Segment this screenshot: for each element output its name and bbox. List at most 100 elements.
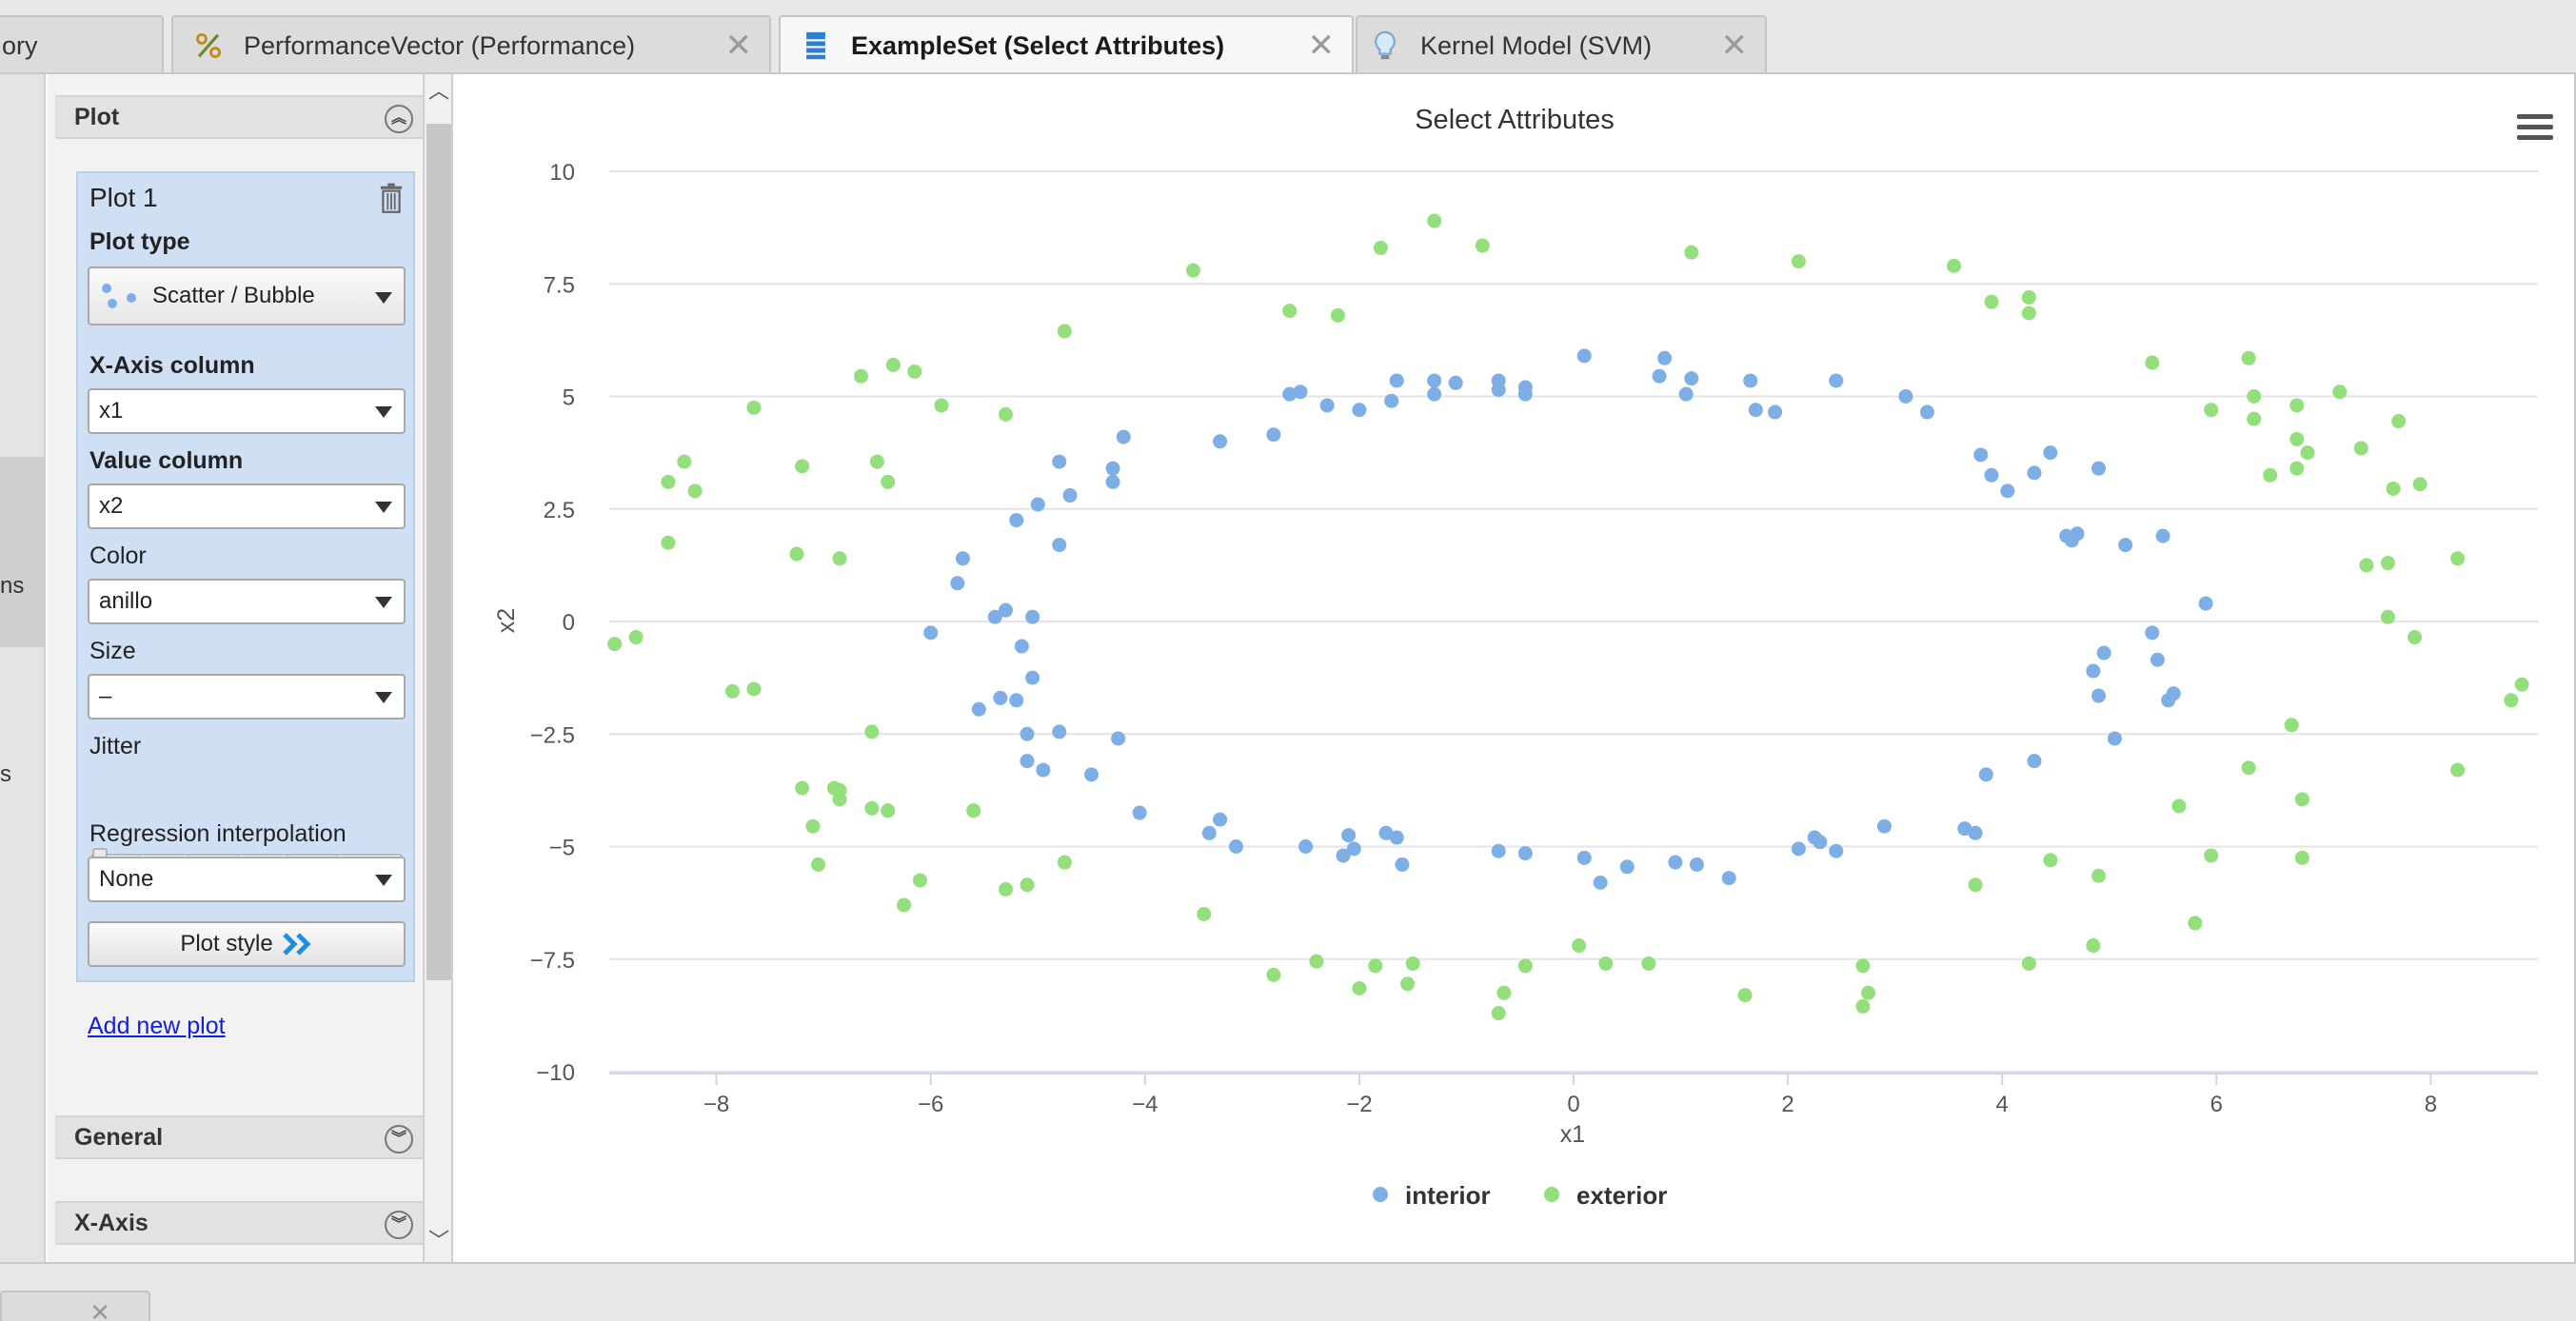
data-point-exterior[interactable] [795,459,810,474]
data-point-exterior[interactable] [2204,848,2219,863]
data-point-exterior[interactable] [2514,677,2529,692]
data-point-exterior[interactable] [2241,760,2256,776]
data-point-exterior[interactable] [1855,998,1871,1014]
legend-marker[interactable] [1373,1187,1388,1202]
data-point-exterior[interactable] [2391,414,2407,429]
data-point-exterior[interactable] [1491,1006,1506,1021]
data-point-exterior[interactable] [2171,799,2187,814]
data-point-interior[interactable] [1491,843,1506,858]
data-point-exterior[interactable] [1598,956,1614,971]
data-point-exterior[interactable] [1057,855,1072,870]
plot-section-header[interactable]: Plot ︽ [55,95,423,139]
value-column-dropdown[interactable]: x2 [88,483,406,529]
data-point-exterior[interactable] [2294,850,2309,865]
data-point-exterior[interactable] [789,546,804,562]
data-point-exterior[interactable] [1352,980,1367,996]
data-point-exterior[interactable] [810,857,825,872]
data-point-interior[interactable] [2027,754,2042,769]
regression-dropdown[interactable]: None [88,857,406,902]
data-point-exterior[interactable] [881,474,896,489]
data-point-interior[interactable] [1448,375,1463,390]
data-point-interior[interactable] [1829,843,1844,858]
data-point-exterior[interactable] [1791,254,1806,269]
data-point-interior[interactable] [1389,830,1404,845]
data-point-interior[interactable] [2198,596,2213,611]
tab-kernel-model[interactable]: Kernel Model (SVM) ✕ [1356,15,1767,74]
data-point-interior[interactable] [1352,403,1367,418]
data-point-exterior[interactable] [864,800,880,816]
tab-performance-vector[interactable]: PerformanceVector (Performance) ✕ [171,15,771,74]
tab-exampleset[interactable]: ExampleSet (Select Attributes) ✕ [779,15,1354,74]
data-point-interior[interactable] [2086,663,2101,679]
data-point-interior[interactable] [1973,447,1989,463]
data-point-exterior[interactable] [2188,916,2203,931]
tab-repository[interactable]: ory [0,15,164,74]
data-point-exterior[interactable] [2289,431,2305,446]
data-point-exterior[interactable] [661,474,676,489]
data-point-interior[interactable] [1020,754,1035,769]
data-point-exterior[interactable] [1373,240,1388,255]
data-point-interior[interactable] [1395,857,1410,872]
data-point-interior[interactable] [1213,812,1228,827]
data-point-interior[interactable] [1743,373,1758,388]
data-point-interior[interactable] [2166,686,2181,701]
data-point-interior[interactable] [971,701,986,717]
data-point-interior[interactable] [1576,348,1592,364]
data-point-exterior[interactable] [628,630,644,645]
data-point-exterior[interactable] [998,881,1013,897]
data-point-interior[interactable] [923,625,939,641]
data-point-interior[interactable] [1228,839,1243,854]
data-point-exterior[interactable] [885,357,901,372]
data-point-interior[interactable] [2096,645,2111,660]
data-point-interior[interactable] [1657,350,1673,365]
data-point-exterior[interactable] [832,551,847,566]
data-point-exterior[interactable] [2380,556,2395,571]
data-point-exterior[interactable] [2294,792,2309,807]
plot-type-dropdown[interactable]: Scatter / Bubble [88,266,406,325]
data-point-exterior[interactable] [2284,718,2299,733]
data-point-exterior[interactable] [854,368,869,384]
data-point-interior[interactable] [2118,538,2133,553]
data-point-exterior[interactable] [2204,403,2219,418]
data-point-exterior[interactable] [1057,324,1072,339]
data-point-interior[interactable] [1105,474,1120,489]
data-point-interior[interactable] [1829,373,1844,388]
data-point-interior[interactable] [2107,731,2122,746]
data-point-interior[interactable] [1293,384,1308,400]
data-point-exterior[interactable] [1475,238,1490,253]
data-point-exterior[interactable] [2021,289,2036,305]
data-point-interior[interactable] [2145,625,2160,641]
data-point-interior[interactable] [1052,724,1067,739]
data-point-interior[interactable] [2091,688,2107,703]
data-point-interior[interactable] [993,690,1008,705]
data-point-exterior[interactable] [2380,609,2395,624]
data-point-interior[interactable] [1517,386,1533,402]
data-point-exterior[interactable] [2450,762,2466,778]
data-point-exterior[interactable] [2145,355,2160,370]
data-point-exterior[interactable] [1400,976,1416,992]
data-point-exterior[interactable] [2412,477,2427,492]
data-point-interior[interactable] [1111,731,1126,746]
data-point-interior[interactable] [1593,875,1608,890]
data-point-interior[interactable] [1336,848,1351,863]
data-point-interior[interactable] [2150,652,2165,667]
general-section-header[interactable]: General ︾ [55,1115,423,1159]
data-point-interior[interactable] [2091,461,2107,476]
data-point-interior[interactable] [2070,526,2085,542]
data-point-exterior[interactable] [2353,441,2368,456]
data-point-exterior[interactable] [2408,630,2423,645]
data-point-exterior[interactable] [1855,958,1871,974]
data-point-exterior[interactable] [1282,304,1298,319]
data-point-exterior[interactable] [746,681,762,697]
color-dropdown[interactable]: anillo [88,579,406,624]
data-point-interior[interactable] [1813,835,1828,850]
data-point-interior[interactable] [1341,828,1357,843]
data-point-interior[interactable] [1025,670,1040,685]
data-point-interior[interactable] [1384,393,1399,408]
scrollbar-thumb[interactable] [426,124,451,980]
data-point-interior[interactable] [1030,497,1045,512]
data-point-exterior[interactable] [607,637,623,652]
trash-icon[interactable] [379,183,404,213]
data-point-interior[interactable] [1427,386,1442,402]
data-point-interior[interactable] [1105,461,1120,476]
